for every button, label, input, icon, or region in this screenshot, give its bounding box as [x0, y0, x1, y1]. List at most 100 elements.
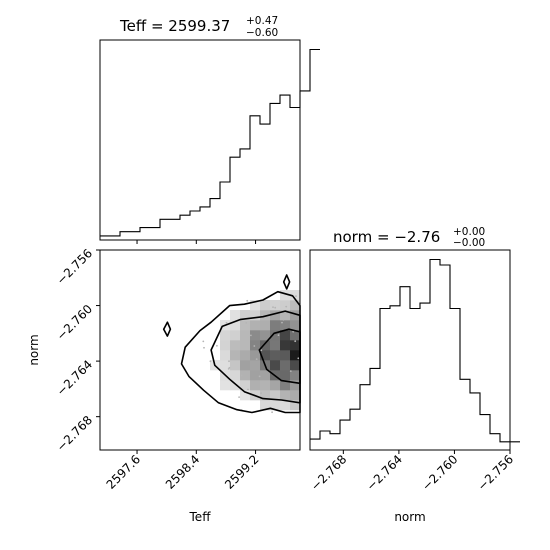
- y-tick-label: −2.768: [54, 413, 95, 454]
- sample-point: [260, 392, 262, 394]
- norm-histogram-line: [310, 258, 520, 443]
- x-tick-label: 2598.4: [163, 452, 203, 492]
- norm-title-value: −2.76: [394, 228, 440, 246]
- sample-point: [247, 388, 249, 391]
- heatmap-cell: [290, 400, 301, 411]
- heatmap-cell: [230, 310, 241, 321]
- heatmap-cell: [270, 340, 281, 351]
- sample-point: [255, 358, 258, 360]
- heatmap-cell: [270, 320, 281, 331]
- teff-norm-panel-frame: [99, 249, 301, 451]
- sample-point: [203, 346, 205, 349]
- heatmap-cell: [230, 370, 241, 381]
- y-tick-label: −2.764: [54, 357, 95, 398]
- sample-point: [274, 306, 277, 309]
- x-tick-label: −2.760: [419, 452, 460, 493]
- heatmap-cell: [290, 380, 301, 391]
- heatmap-cell: [230, 380, 241, 391]
- heatmap-cell: [240, 340, 251, 351]
- heatmap-cell: [260, 330, 271, 341]
- heatmap-cell: [280, 310, 291, 321]
- x-tick-label: 2597.6: [104, 452, 144, 492]
- heatmap-cell: [290, 360, 301, 371]
- heatmap-cell: [280, 400, 291, 411]
- heatmap-cell: [260, 300, 271, 311]
- heatmap-cell: [270, 330, 281, 341]
- heatmap-cell: [250, 370, 261, 381]
- sample-point: [246, 299, 249, 302]
- heatmap-cell: [250, 360, 261, 371]
- heatmap-cell: [260, 340, 271, 351]
- heatmap-cell: [280, 290, 291, 301]
- heatmap-cell: [230, 320, 241, 331]
- norm-title: norm = −2.76 +0.00 −0.00: [333, 226, 485, 249]
- teff-title-prefix: Teff =: [119, 17, 168, 35]
- heatmap-cell: [250, 300, 261, 311]
- x-tick-label: 2599.2: [222, 452, 262, 492]
- heatmap-cell: [290, 290, 301, 301]
- heatmap-cell: [250, 350, 261, 361]
- sample-point: [209, 360, 212, 363]
- heatmap-cell: [270, 380, 281, 391]
- heatmap-cell: [260, 390, 271, 401]
- teff-title-minus: −0.60: [246, 27, 278, 39]
- heatmap-cell: [270, 400, 281, 411]
- sample-point: [227, 368, 230, 370]
- axis-ticks: [96, 240, 511, 454]
- heatmap-cell: [260, 400, 271, 411]
- heatmap-cell: [290, 350, 301, 361]
- heatmap-cell: [220, 340, 231, 351]
- heatmap-cell: [290, 370, 301, 381]
- heatmap-cell: [240, 330, 251, 341]
- heatmap-cell: [220, 360, 231, 371]
- heatmap-cell: [260, 310, 271, 321]
- heatmap-cell: [230, 360, 241, 371]
- heatmap-cell: [240, 380, 251, 391]
- heatmap-cell: [270, 390, 281, 401]
- sample-point: [272, 306, 274, 308]
- y-tick-label: −2.756: [54, 246, 95, 287]
- heatmap-cell: [240, 320, 251, 331]
- sample-point: [225, 321, 228, 324]
- heatmap-cell: [280, 340, 291, 351]
- heatmap-cell: [270, 360, 281, 371]
- x-axis-label-teff: Teff: [189, 510, 212, 524]
- heatmap-cell: [250, 310, 261, 321]
- sample-points: [202, 295, 300, 414]
- sample-point: [282, 318, 285, 321]
- sample-point: [240, 374, 243, 377]
- heatmap-cell: [270, 300, 281, 311]
- teff-histogram-line: [100, 48, 320, 237]
- sample-point: [277, 334, 280, 337]
- teff-histogram-frame: [99, 39, 301, 241]
- heatmap-cell: [280, 370, 291, 381]
- heatmap-cell: [240, 360, 251, 371]
- heatmap-cell: [250, 380, 261, 391]
- contour-line: [282, 274, 291, 290]
- heatmap-cell: [220, 330, 231, 341]
- norm-histogram-frame: [309, 249, 511, 451]
- sample-point: [202, 340, 205, 343]
- heatmap-cell: [240, 310, 251, 321]
- heatmap-cell: [260, 350, 271, 361]
- heatmap-cell: [290, 390, 301, 401]
- heatmap-cell: [230, 340, 241, 351]
- contour-line: [162, 321, 172, 337]
- heatmap-cell: [240, 370, 251, 381]
- heatmap-cell: [230, 350, 241, 361]
- sample-point: [294, 340, 297, 343]
- heatmap-cell: [240, 350, 251, 361]
- heatmap-cell: [290, 340, 301, 351]
- sample-point: [260, 349, 263, 352]
- heatmap-cell: [290, 320, 301, 331]
- norm-title-plus: +0.00: [453, 226, 485, 238]
- heatmap-cell: [250, 330, 261, 341]
- heatmap-cell: [220, 350, 231, 361]
- sample-point: [295, 295, 297, 297]
- sample-point: [258, 375, 261, 378]
- heatmap-cell: [280, 390, 291, 401]
- svg-text:norm = −2.76: norm = −2.76: [333, 228, 440, 246]
- norm-title-minus: −0.00: [453, 237, 485, 249]
- sample-point: [289, 370, 292, 372]
- sample-point: [271, 411, 273, 414]
